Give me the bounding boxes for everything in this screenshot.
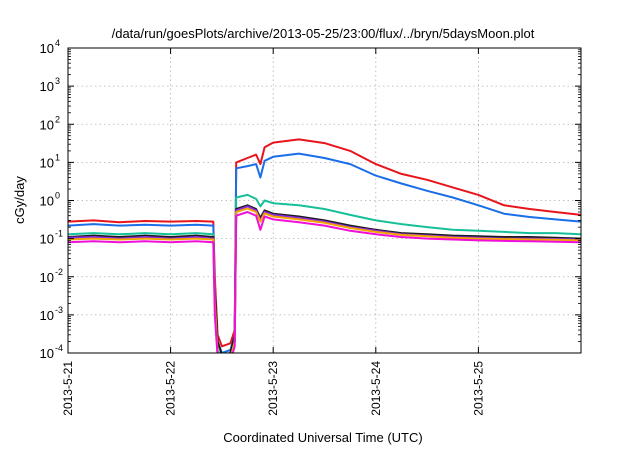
y-tick-label: 10 — [40, 308, 54, 323]
y-tick-label: 10 — [40, 346, 54, 361]
chart-title: /data/run/goesPlots/archive/2013-05-25/2… — [112, 26, 535, 41]
series-line-1 — [68, 138, 581, 348]
y-tick-exponent: -4 — [55, 343, 63, 353]
y-tick-exponent: 0 — [55, 191, 60, 201]
y-tick-label: 10 — [40, 41, 54, 56]
x-axis-label: Coordinated Universal Time (UTC) — [223, 430, 422, 445]
y-tick-label: 10 — [40, 270, 54, 285]
x-tick-label: 2013-5-25 — [471, 361, 485, 416]
y-tick-exponent: 3 — [55, 76, 60, 86]
series-line-2 — [68, 152, 581, 353]
y-tick-exponent: 1 — [55, 152, 60, 162]
x-tick-label: 2013-5-23 — [266, 361, 280, 416]
series-line-6 — [68, 207, 581, 353]
series-line-7 — [68, 211, 581, 353]
series-line-5 — [68, 205, 581, 353]
y-tick-label: 10 — [40, 194, 54, 209]
series-line-3 — [68, 193, 581, 353]
x-tick-label: 2013-5-24 — [369, 361, 383, 416]
y-tick-label: 10 — [40, 79, 54, 94]
y-tick-exponent: 2 — [55, 114, 60, 124]
series-layer — [68, 138, 581, 353]
x-tick-label: 2013-5-21 — [61, 361, 75, 416]
x-tick-label: 2013-5-22 — [164, 361, 178, 416]
y-tick-exponent: -1 — [55, 229, 63, 239]
y-tick-exponent: -3 — [55, 305, 63, 315]
y-tick-exponent: -2 — [55, 267, 63, 277]
grid-lines — [68, 48, 581, 353]
y-tick-exponent: 4 — [55, 38, 60, 48]
y-tick-label: 10 — [40, 117, 54, 132]
y-tick-label: 10 — [40, 155, 54, 170]
y-axis-label: cGy/day — [12, 176, 27, 224]
y-tick-label: 10 — [40, 232, 54, 247]
